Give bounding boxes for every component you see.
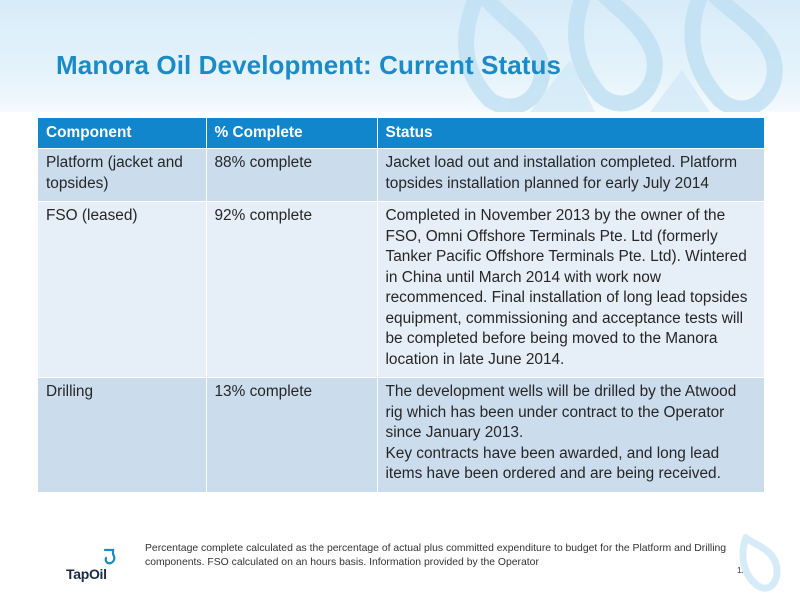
cell-component: Drilling bbox=[38, 377, 207, 492]
table-row: FSO (leased) 92% complete Completed in N… bbox=[38, 201, 764, 378]
decorative-corner-drop-icon bbox=[739, 534, 781, 592]
status-text-line: Key contracts have been awarded, and lon… bbox=[385, 444, 721, 483]
cell-component: FSO (leased) bbox=[38, 201, 207, 378]
cell-component: Platform (jacket and topsides) bbox=[38, 148, 207, 202]
column-header-percent-complete: % Complete bbox=[206, 118, 378, 149]
cell-percent-complete: 13% complete bbox=[206, 377, 378, 492]
page-title: Manora Oil Development: Current Status bbox=[56, 50, 562, 80]
page-number: 11 bbox=[737, 566, 746, 575]
table-header-row: Component % Complete Status bbox=[38, 118, 764, 149]
cell-percent-complete: 92% complete bbox=[206, 201, 378, 378]
column-header-status: Status bbox=[377, 118, 764, 149]
cell-percent-complete: 88% complete bbox=[206, 148, 378, 202]
footnote: Percentage complete calculated as the pe… bbox=[145, 543, 727, 568]
table-row: Drilling 13% complete The development we… bbox=[38, 377, 764, 492]
cell-status: The development wells will be drilled by… bbox=[377, 377, 764, 492]
column-header-component: Component bbox=[38, 118, 207, 149]
logo-text: TapOil bbox=[66, 566, 107, 582]
status-table: Component % Complete Status Platform (ja… bbox=[38, 118, 764, 492]
table-row: Platform (jacket and topsides) 88% compl… bbox=[38, 148, 764, 202]
cell-status: Completed in November 2013 by the owner … bbox=[377, 201, 764, 378]
tap-drop-icon bbox=[103, 548, 116, 565]
status-text-line: The development wells will be drilled by… bbox=[385, 383, 737, 441]
decorative-logo-pattern bbox=[458, 0, 783, 112]
header-band bbox=[0, 0, 800, 112]
cell-status: Jacket load out and installation complet… bbox=[377, 148, 764, 202]
tapoil-logo: TapOil bbox=[66, 548, 126, 582]
